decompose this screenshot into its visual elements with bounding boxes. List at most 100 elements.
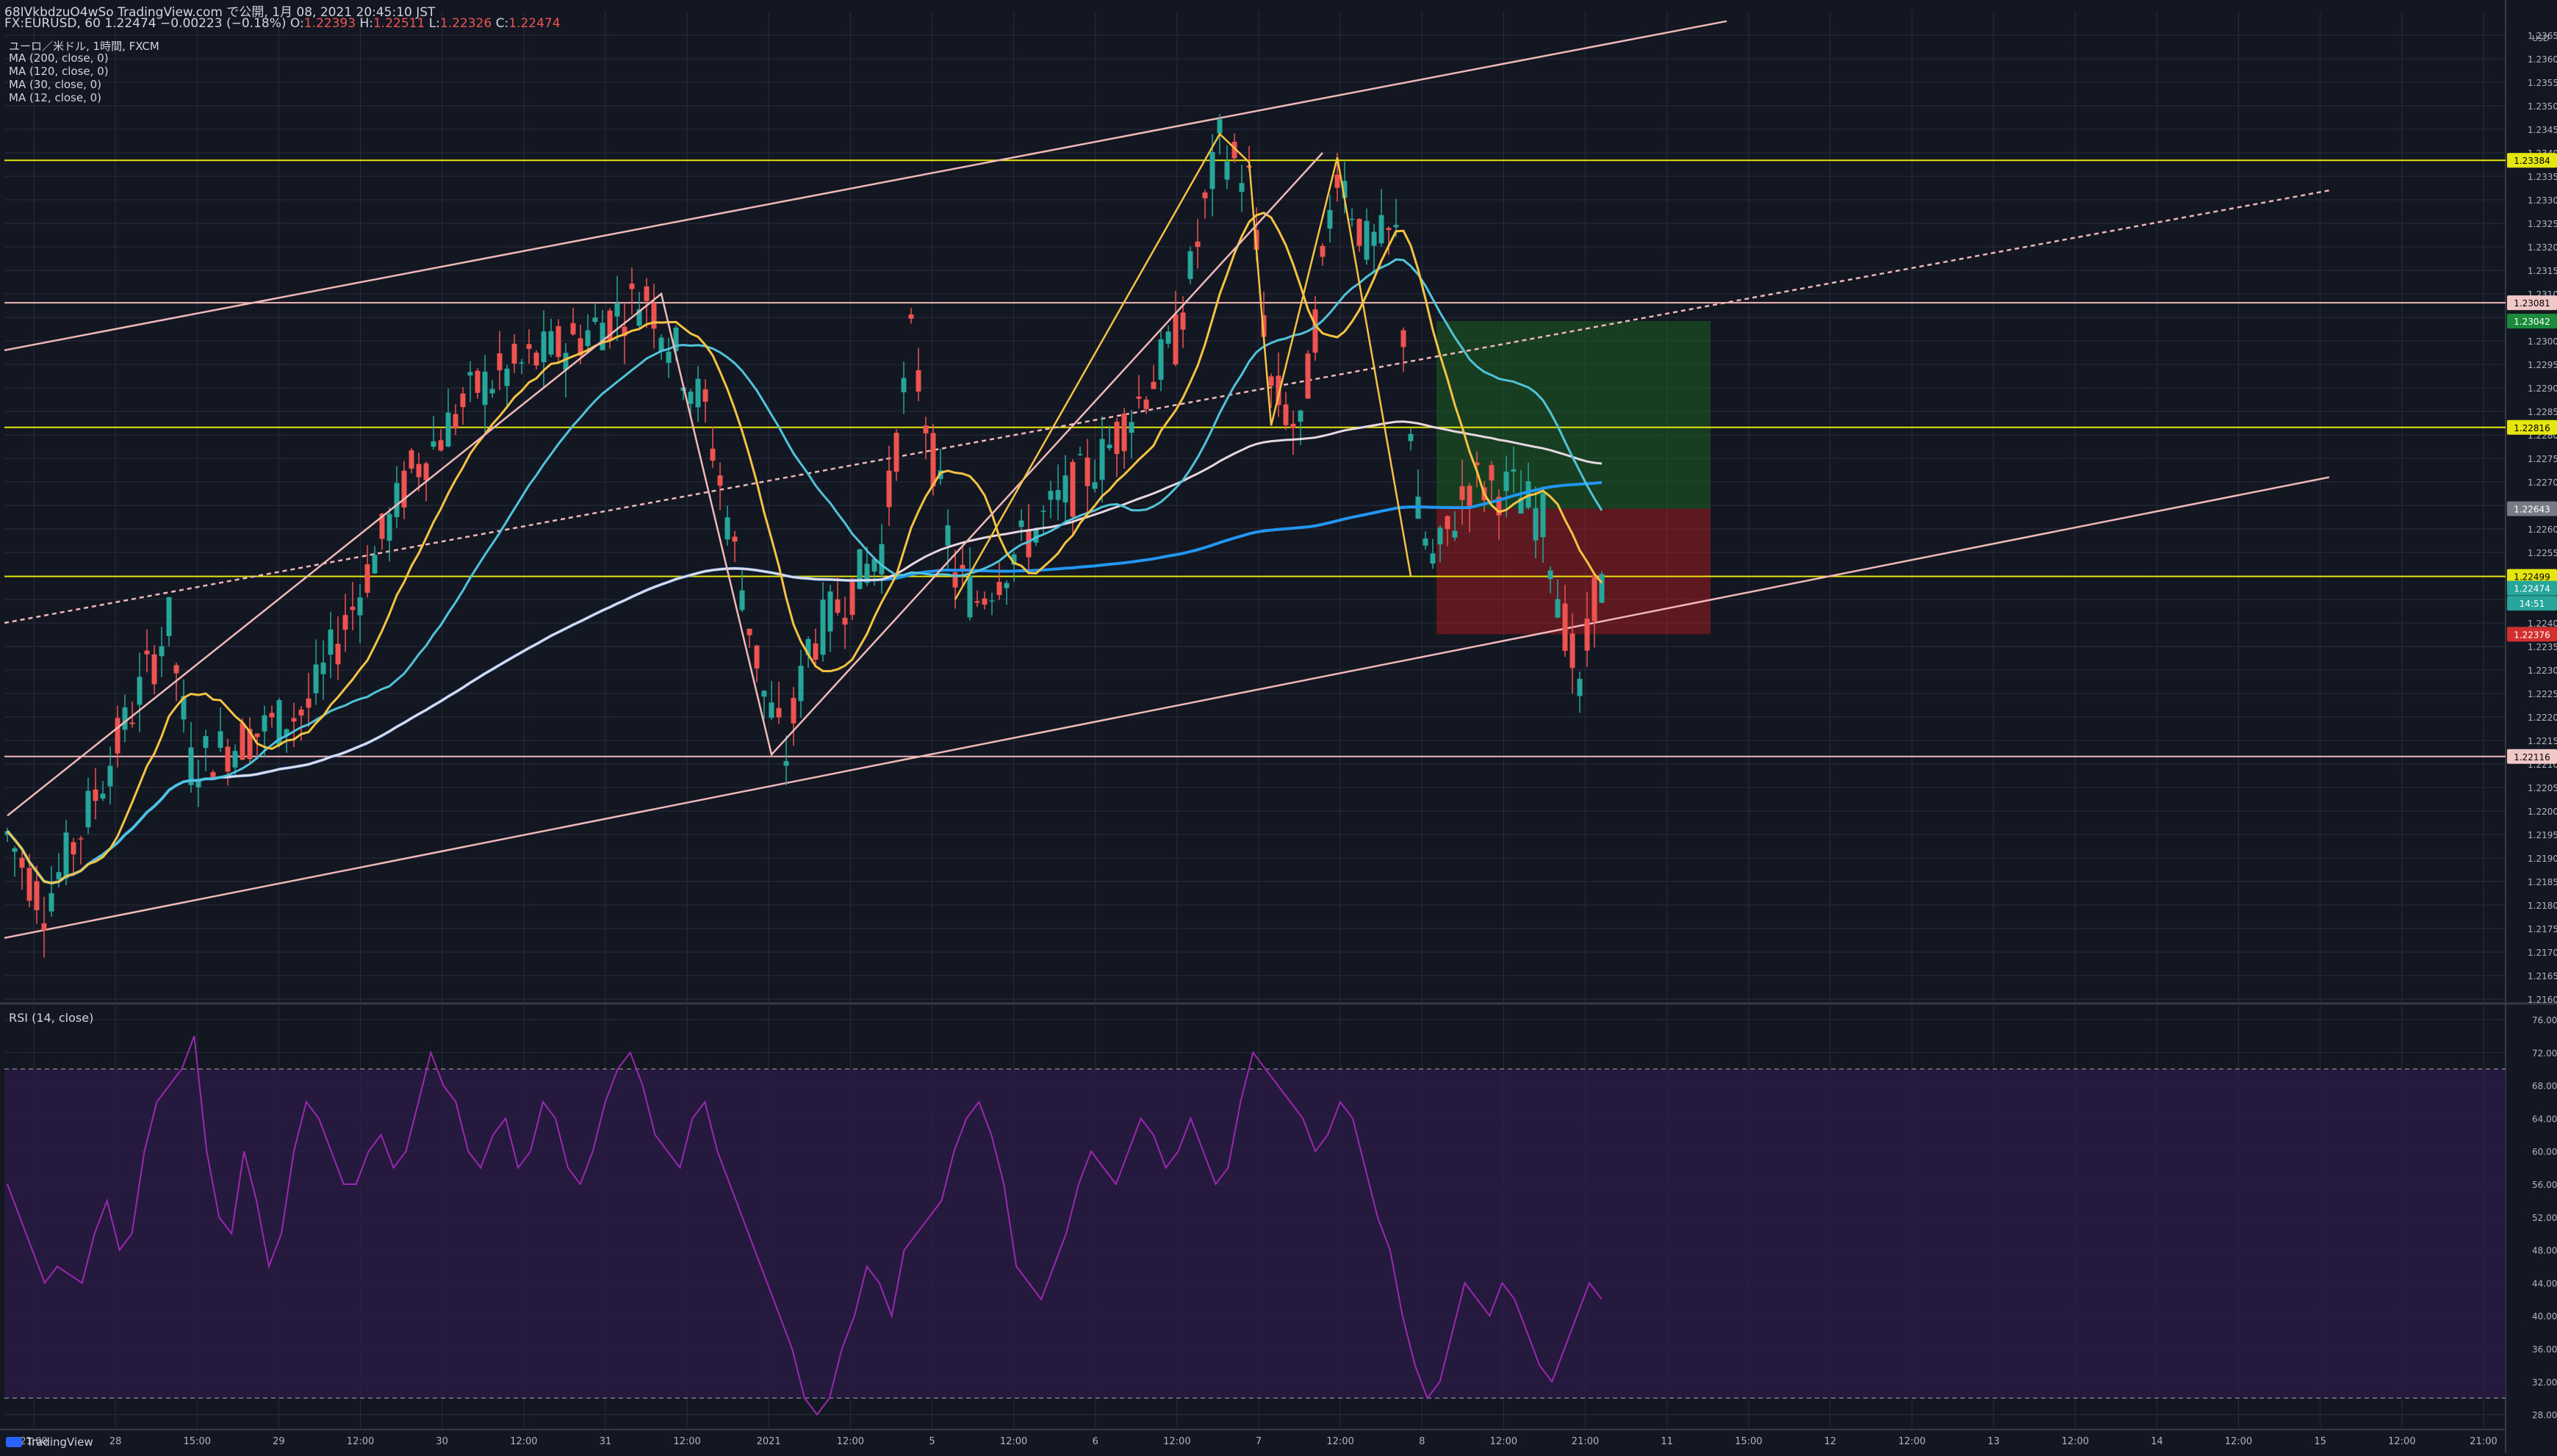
price-tick-label: 1.21950 bbox=[2528, 830, 2557, 840]
candle-body bbox=[1011, 554, 1017, 565]
channel-lower[interactable] bbox=[4, 476, 2330, 940]
candle-body bbox=[1562, 603, 1568, 651]
candle-body bbox=[240, 723, 245, 760]
candle-body bbox=[71, 842, 76, 855]
candle-body bbox=[578, 338, 583, 356]
candle-body bbox=[48, 893, 54, 912]
price-label-text: 1.23042 bbox=[2514, 317, 2550, 327]
candle-body bbox=[996, 582, 1002, 596]
candle-body bbox=[159, 646, 165, 657]
rsi-tick-label: 32.00 bbox=[2532, 1377, 2557, 1388]
price-tick-label: 1.22600 bbox=[2528, 525, 2557, 535]
symbol-label[interactable]: FX:EURUSD, 60 bbox=[4, 16, 101, 31]
candle-body bbox=[1173, 314, 1179, 365]
tradingview-logo-icon bbox=[6, 1437, 22, 1447]
rsi-tick-label: 36.00 bbox=[2532, 1344, 2557, 1355]
trend-arrow-yellow[interactable] bbox=[954, 132, 1412, 600]
candle-body bbox=[901, 378, 907, 393]
brand-label: TradingView bbox=[26, 1435, 93, 1449]
candle-body bbox=[769, 702, 774, 718]
candle-body bbox=[1261, 315, 1267, 337]
candle-body bbox=[115, 718, 121, 754]
legend-symbol[interactable]: ユーロ／米ドル, 1時間, FXCM bbox=[9, 40, 159, 53]
candle-body bbox=[85, 790, 91, 828]
trend-arrow-pink[interactable] bbox=[7, 152, 1323, 817]
rsi-band bbox=[4, 1069, 2506, 1399]
legend-ma120[interactable]: MA (120, close, 0) bbox=[9, 65, 109, 78]
candle-body bbox=[805, 638, 811, 655]
candle-body bbox=[1298, 410, 1303, 422]
candle-body bbox=[1092, 482, 1098, 489]
candle-body bbox=[166, 597, 172, 636]
candle-body bbox=[401, 470, 407, 508]
candle-body bbox=[519, 362, 525, 364]
legend-ma12[interactable]: MA (12, close, 0) bbox=[9, 91, 102, 104]
candle-body bbox=[342, 615, 348, 630]
rsi-tick-label: 44.00 bbox=[2532, 1278, 2557, 1289]
close-label: C: bbox=[495, 16, 509, 31]
price-label-text: 1.22376 bbox=[2514, 630, 2550, 640]
time-tick-label: 12:00 bbox=[1326, 1436, 1353, 1447]
candle-body bbox=[570, 322, 576, 335]
candle-body bbox=[1496, 497, 1502, 516]
candle-body bbox=[1239, 183, 1245, 192]
candle-body bbox=[695, 378, 701, 408]
candle-body bbox=[1305, 353, 1311, 399]
price-tick-label: 1.22300 bbox=[2528, 666, 2557, 676]
candle-body bbox=[1437, 527, 1443, 544]
candle-body bbox=[100, 793, 106, 799]
candle-body bbox=[1151, 381, 1157, 389]
price-tick-label: 1.22200 bbox=[2528, 713, 2557, 723]
legend-ma200[interactable]: MA (200, close, 0) bbox=[9, 51, 109, 65]
rsi-tick-label: 72.00 bbox=[2532, 1048, 2557, 1059]
candle-body bbox=[1525, 481, 1531, 508]
candle-body bbox=[1033, 529, 1039, 543]
legend-ma30[interactable]: MA (30, close, 0) bbox=[9, 78, 102, 91]
candle-body bbox=[122, 707, 128, 730]
publish-info: 68IVkbdzuO4wSo TradingView.com で公開, 1月 0… bbox=[4, 5, 436, 20]
channel-upper[interactable] bbox=[4, 20, 1727, 352]
price-label-tag bbox=[2507, 580, 2557, 596]
tradingview-logo[interactable]: TradingView bbox=[6, 1435, 93, 1449]
rsi-tick-label: 28.00 bbox=[2532, 1410, 2557, 1421]
candle-body bbox=[1489, 465, 1495, 481]
candle-body bbox=[1547, 570, 1553, 580]
candle-body bbox=[1584, 619, 1590, 651]
candle-body bbox=[702, 389, 708, 402]
price-tick-label: 1.23250 bbox=[2528, 219, 2557, 229]
candle-body bbox=[916, 370, 921, 392]
rsi-tick-label: 52.00 bbox=[2532, 1213, 2557, 1223]
target-zone[interactable] bbox=[1436, 321, 1711, 509]
candle-body bbox=[225, 746, 231, 772]
price-tick-label: 1.21700 bbox=[2528, 948, 2557, 958]
candle-body bbox=[607, 310, 613, 340]
price-tick-label: 1.23300 bbox=[2528, 195, 2557, 206]
candle-body bbox=[548, 331, 554, 355]
price-tick-label: 1.22550 bbox=[2528, 548, 2557, 558]
candle-body bbox=[864, 563, 870, 583]
candle-body bbox=[144, 650, 150, 655]
time-tick-label: 8 bbox=[1419, 1436, 1425, 1447]
candle-body bbox=[210, 772, 216, 780]
stop-zone[interactable] bbox=[1436, 508, 1711, 635]
candle-body bbox=[188, 747, 194, 785]
ohlc-line: FX:EURUSD, 60 1.22474 −0.00223 (−0.18%) … bbox=[4, 16, 561, 31]
channel-mid[interactable] bbox=[4, 189, 2330, 624]
rsi-title[interactable]: RSI (14, close) bbox=[9, 1011, 94, 1025]
candle-body bbox=[137, 677, 143, 705]
price-tick-label: 1.22950 bbox=[2528, 360, 2557, 370]
candle-body bbox=[129, 722, 135, 724]
candle-body bbox=[820, 599, 826, 655]
price-tick-label: 1.22900 bbox=[2528, 383, 2557, 394]
candle-body bbox=[284, 729, 289, 736]
candle-body bbox=[1195, 241, 1201, 248]
candle-body bbox=[526, 344, 532, 349]
candle-body bbox=[78, 837, 84, 840]
rsi-tick-label: 60.00 bbox=[2532, 1147, 2557, 1157]
time-tick-label: 12:00 bbox=[1163, 1436, 1190, 1447]
candle-body bbox=[1569, 633, 1575, 668]
candle-body bbox=[1555, 599, 1561, 618]
ma30-line bbox=[6, 258, 1603, 884]
candle-body bbox=[12, 848, 18, 852]
